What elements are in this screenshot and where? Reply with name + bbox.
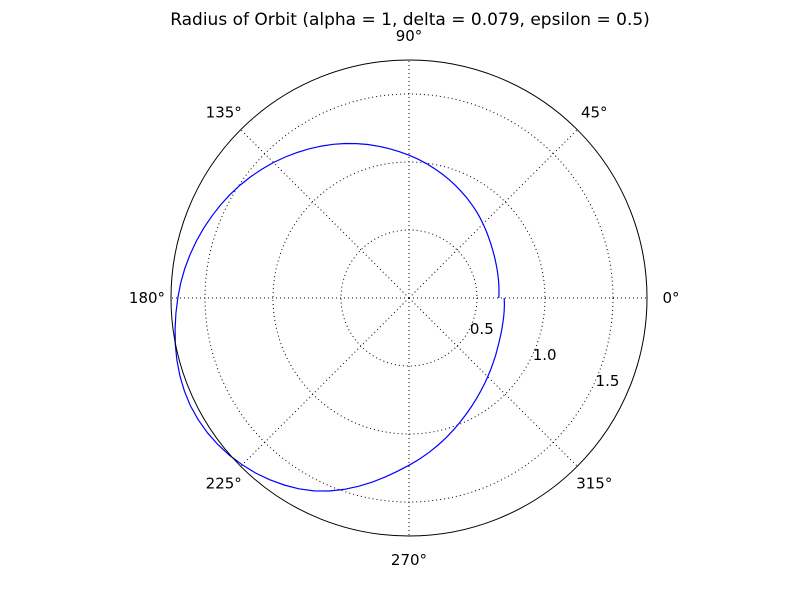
polar-grid <box>171 60 647 536</box>
radial-tick-label-2: 1.5 <box>596 372 620 390</box>
angular-tick-label-2: 90° <box>396 27 423 45</box>
angular-gridline-3 <box>240 129 410 299</box>
polar-outer-circle <box>170 59 648 537</box>
angular-tick-label-4: 180° <box>129 289 165 307</box>
angular-tick-label-1: 45° <box>581 104 608 122</box>
series-layer <box>174 142 506 492</box>
angular-gridline-1 <box>408 129 578 299</box>
polar-frame <box>170 59 648 537</box>
angular-tick-label-7: 315° <box>576 474 612 492</box>
chart-title: Radius of Orbit (alpha = 1, delta = 0.07… <box>170 10 650 30</box>
tick-labels: 0° 45° 90° 135° 180° 225° 270° 315° 0.5 1.0 1.5 <box>129 27 680 569</box>
angular-gridline-5 <box>240 297 410 467</box>
angular-tick-label-6: 270° <box>391 551 427 569</box>
angular-tick-label-0: 0° <box>662 289 679 307</box>
radial-tick-label-0: 0.5 <box>470 320 494 338</box>
radial-tick-label-1: 1.0 <box>533 346 557 364</box>
angular-tick-label-5: 225° <box>206 474 242 492</box>
series-line-0 <box>174 142 506 492</box>
angular-tick-label-3: 135° <box>206 104 242 122</box>
